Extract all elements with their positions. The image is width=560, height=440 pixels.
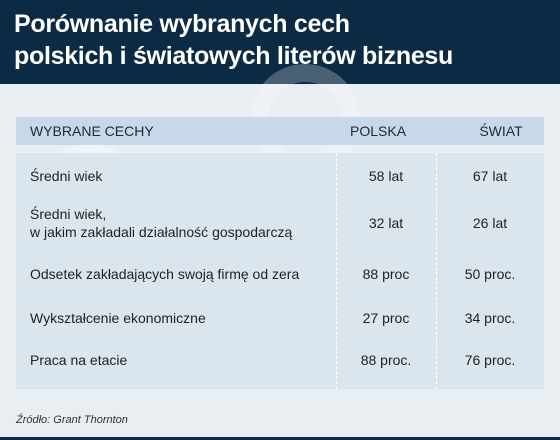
cell-poland: 58 lat xyxy=(368,168,404,184)
header-features: WYBRANE CECHY xyxy=(30,123,154,139)
bottom-rule xyxy=(0,437,560,440)
table-body: Średni wiek 58 lat 67 lat Średni wiek, w… xyxy=(16,153,544,389)
cell-poland: 32 lat xyxy=(368,215,404,231)
row-label-line-2: w jakim zakładali działalność gospodarcz… xyxy=(30,224,293,240)
cell-world: 76 proc. xyxy=(464,352,516,368)
row-label: Praca na etacie xyxy=(30,352,128,368)
row-label: Średni wiek xyxy=(30,168,103,184)
comparison-table: WYBRANE CECHY POLSKA ŚWIAT Średni wiek 5… xyxy=(16,117,544,393)
cell-poland: 88 proc xyxy=(362,266,410,282)
cell-world: 26 lat xyxy=(472,215,508,231)
source-note: Źródło: Grant Thornton xyxy=(16,414,128,426)
cell-world: 67 lat xyxy=(472,168,508,184)
cell-poland: 88 proc. xyxy=(360,352,412,368)
title-line-1: Porównanie wybranych cech xyxy=(14,10,350,38)
row-label-line-1: Średni wiek, xyxy=(30,206,107,222)
row-label: Średni wiek, w jakim zakładali działalno… xyxy=(30,205,292,241)
page-title: Porównanie wybranych cech polskich i świ… xyxy=(14,8,544,72)
cell-world: 50 proc. xyxy=(464,266,516,282)
table-header: WYBRANE CECHY POLSKA ŚWIAT xyxy=(16,117,544,145)
title-line-2: polskich i światowych literów biznesu xyxy=(14,42,453,70)
header-poland: POLSKA xyxy=(350,123,407,139)
cell-poland: 27 proc xyxy=(362,310,410,326)
row-label: Wykształcenie ekonomiczne xyxy=(30,310,206,326)
row-label: Odsetek zakładających swoją firmę od zer… xyxy=(30,266,300,282)
cell-world: 34 proc. xyxy=(464,310,516,326)
header-world: ŚWIAT xyxy=(479,123,523,139)
column-divider xyxy=(436,153,437,389)
column-divider xyxy=(336,153,337,389)
